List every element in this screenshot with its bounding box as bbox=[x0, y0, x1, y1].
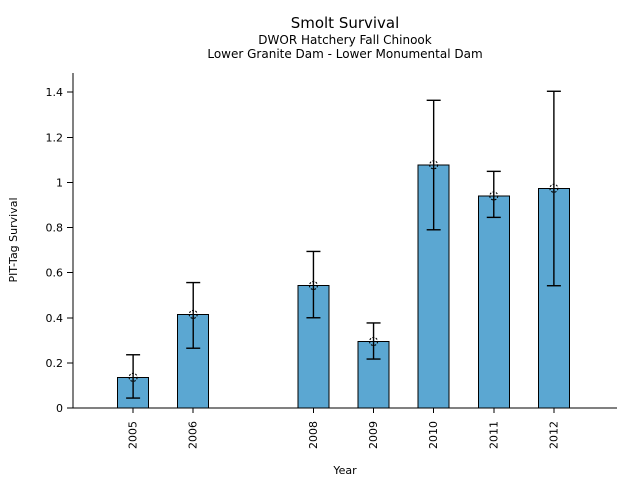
x-tick-label-2009: 2009 bbox=[367, 421, 380, 449]
bar-2010 bbox=[417, 164, 450, 409]
x-tick-label-2011: 2011 bbox=[487, 421, 500, 449]
y-tick-label-1.2: 1.2 bbox=[46, 131, 64, 144]
y-tick-label-1.4: 1.4 bbox=[46, 86, 64, 99]
x-axis-label: Year bbox=[332, 464, 357, 477]
x-tick-label-2012: 2012 bbox=[547, 421, 560, 449]
plot-area: 2005 2006 2008 2009 2010 2011 2012 0 0.2 0.4 0.6 0.… bbox=[46, 73, 617, 449]
point-marker-2010 bbox=[429, 160, 439, 170]
y-tick-label-1: 1 bbox=[56, 176, 63, 189]
x-tick-label-2010: 2010 bbox=[427, 421, 440, 449]
point-marker-2006 bbox=[188, 309, 198, 319]
y-tick-label-0: 0 bbox=[56, 402, 63, 415]
y-tick-label-0.8: 0.8 bbox=[46, 222, 64, 235]
bar-2011 bbox=[477, 195, 510, 409]
chart-title: Smolt Survival bbox=[291, 14, 400, 32]
point-marker-2011 bbox=[489, 191, 499, 201]
point-marker-2005 bbox=[128, 372, 138, 382]
y-axis-label: PIT-Tag Survival bbox=[7, 197, 20, 282]
y-tick-label-0.6: 0.6 bbox=[46, 267, 64, 280]
y-tick-label-0.2: 0.2 bbox=[46, 357, 64, 370]
x-tick-label-2005: 2005 bbox=[127, 421, 140, 449]
point-marker-2012 bbox=[549, 183, 559, 193]
point-marker-2009 bbox=[369, 336, 379, 347]
point-marker-2008 bbox=[308, 280, 318, 291]
chart-subtitle-line1: DWOR Hatchery Fall Chinook bbox=[258, 33, 431, 47]
x-tick-label-2008: 2008 bbox=[307, 421, 320, 449]
x-tick-label-2006: 2006 bbox=[187, 421, 200, 449]
chart-subtitle-line2: Lower Granite Dam - Lower Monumental Dam bbox=[207, 47, 482, 61]
y-tick-label-0.4: 0.4 bbox=[46, 312, 64, 325]
